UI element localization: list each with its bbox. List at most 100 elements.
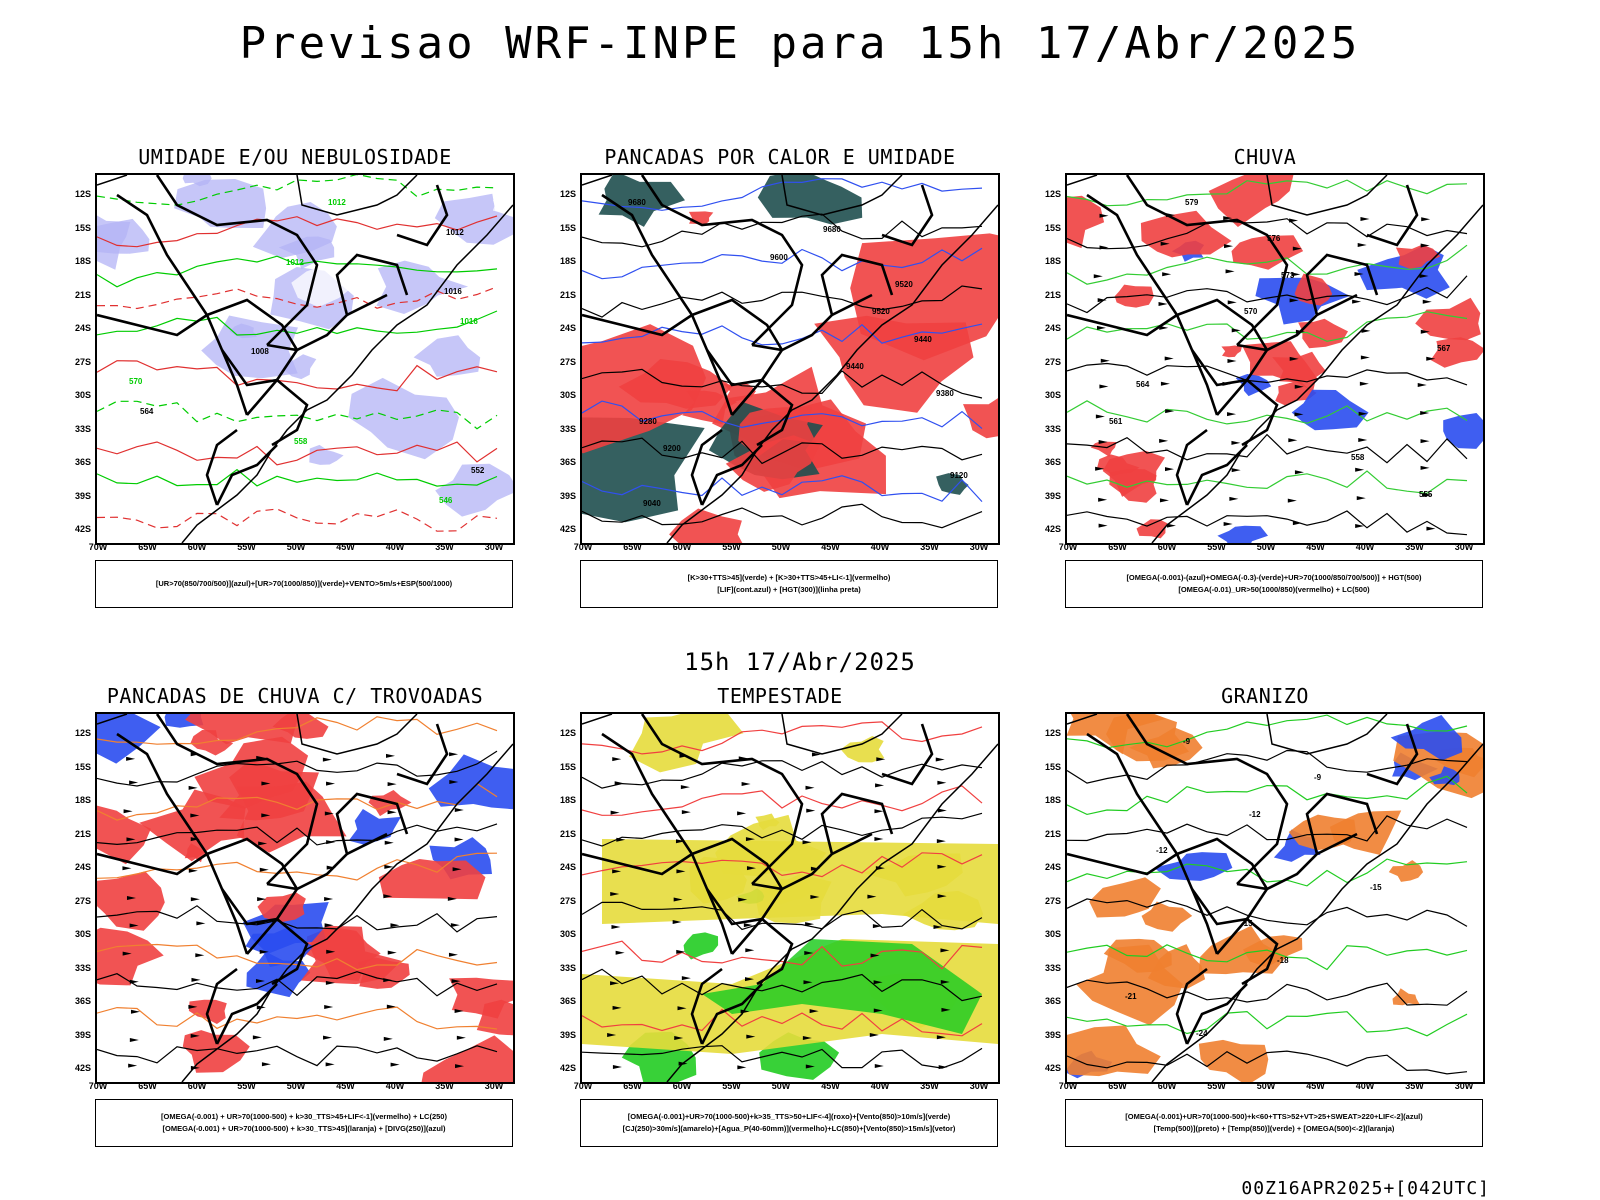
chuva-fill-patch [1067, 195, 1105, 249]
lat-tick-label: 42S [560, 1063, 577, 1073]
pancadas-calor-fill-patch [688, 211, 714, 225]
lat-tick-label: 27S [75, 895, 92, 906]
trovoadas-wind-arrow [383, 1036, 393, 1041]
lon-tick-label: 45W [336, 542, 355, 552]
trovoadas-wind-arrow [188, 1004, 198, 1009]
tempestade-wind-arrow [805, 922, 815, 927]
tempestade-wind-arrow [610, 810, 620, 815]
tempestade-wind-arrow [612, 869, 622, 874]
trovoadas-wind-arrow [259, 949, 269, 954]
trovoadas-legend-line: [OMEGA(-0.001) + UR>70(1000-500) + k>30_… [161, 1112, 447, 1121]
trovoadas-wind-arrow [326, 840, 336, 845]
tempestade-wind-arrow [810, 894, 820, 899]
trovoadas-fill-patch [97, 927, 164, 986]
lat-tick-label: 30S [1045, 929, 1062, 939]
granizo-map: -9 -9 -12 -12 -15 -15 -18 -21 -24 [1065, 712, 1485, 1084]
country-border [640, 714, 804, 885]
pancadas-calor-fill-patch [598, 175, 685, 227]
pancadas-calor-legend-line: [K>30+TTS>45](verde) + [K>30+TTS>45+LI<-… [687, 573, 891, 582]
chuva-wind-arrow [1093, 274, 1103, 279]
lat-tick-label: 18S [75, 795, 92, 805]
lat-tick-label: 18S [1045, 795, 1062, 805]
country-border [1067, 313, 1178, 337]
chuva-contour-label: 558 [1351, 453, 1365, 462]
trovoadas-fill-patch [139, 789, 246, 862]
lat-tick-label: 39S [1045, 490, 1062, 501]
tempestade-wind-arrow [607, 1032, 617, 1037]
lat-tick-label: 33S [560, 423, 577, 434]
country-border [266, 832, 388, 891]
trovoadas-wind-arrow [129, 780, 139, 785]
lat-tick-label: 36S [75, 457, 92, 467]
lon-tick-label: 40W [1355, 542, 1375, 552]
chuva-wind-arrow [1355, 467, 1365, 472]
pancadas-calor-fill-patch [963, 398, 998, 439]
country-border [1086, 193, 1219, 416]
trovoadas-wind-arrow [126, 896, 136, 901]
tempestade-wind-arrow [941, 1007, 951, 1012]
chuva-contour-label: 564 [1136, 380, 1150, 389]
main-title: Previsao WRF-INPE para 15h 17/Abr/2025 [239, 18, 1361, 69]
lon-tick-label: 65W [623, 1081, 642, 1091]
tempestade-wind-arrow [673, 897, 683, 902]
tempestade-wind-arrow [874, 836, 884, 841]
umidade-fill-patch [435, 463, 513, 517]
lat-tick-label: 36S [560, 457, 577, 467]
lon-tick-label: 45W [1306, 1081, 1325, 1091]
tempestade-wind-arrow [615, 950, 625, 955]
pancadas-calor-fill-patch [582, 324, 706, 454]
panel-pancadas-calor: PANCADAS POR CALOR E UMIDADE 9680 9680 9600… [560, 145, 1000, 625]
lat-tick-label: 15S [75, 761, 92, 772]
granizo-fill-patch [1390, 715, 1463, 761]
umidade-contour-line [97, 215, 498, 248]
chuva-wind-arrow [1159, 438, 1169, 443]
granizo-contour-label: -15 [1370, 883, 1382, 892]
panel-trovoadas: PANCADAS DE CHUVA C/ TROVOADAS 12S 15S 18S 2… [75, 684, 515, 1164]
country-border [215, 983, 278, 1045]
trovoadas-wind-arrow [325, 1062, 335, 1067]
lat-tick-label: 24S [560, 323, 577, 333]
trovoadas-wind-arrow [261, 813, 271, 818]
lon-tick-label: 55W [1207, 542, 1226, 552]
umidade-contour-label: 570 [129, 377, 143, 386]
country-border [246, 917, 309, 986]
trovoadas-contour-line [97, 852, 498, 881]
granizo-contour-line [1067, 749, 1468, 784]
chuva-wind-arrow [1162, 272, 1172, 277]
chuva-wind-arrow [1095, 466, 1105, 471]
umidade-contour-label: 1012 [446, 228, 464, 237]
lon-tick-label: 35W [435, 1081, 454, 1091]
lat-tick-label: 12S [560, 189, 577, 199]
lon-tick-label: 40W [385, 1081, 405, 1091]
panel-granizo: GRANIZO -9 -9 -12 -12 -15 -15 -18 -21 -24 12S 15S 18… [1045, 684, 1485, 1164]
pancadas-calor-fill-patch [936, 473, 969, 495]
lon-tick-label: 70W [573, 1081, 593, 1091]
pancadas-calor-legend-line: [LIF](cont.azul) + [HGT(300)](linha pret… [717, 585, 861, 594]
chuva-wind-arrow [1231, 468, 1241, 473]
lon-tick-label: 45W [821, 1081, 840, 1091]
umidade-contour-line [97, 400, 498, 430]
coastline [97, 714, 513, 1082]
umidade-contour-line [97, 441, 498, 466]
chuva-wind-arrow [1165, 467, 1175, 472]
chuva-fill-patch [1291, 389, 1369, 431]
lon-tick-label: 60W [187, 1081, 207, 1091]
chuva-wind-arrow [1420, 243, 1430, 248]
lat-tick-label: 12S [1045, 189, 1062, 199]
trovoadas-contour-line [97, 905, 498, 933]
trovoadas-wind-arrow [122, 866, 132, 871]
trovoadas-wind-arrow [130, 1009, 140, 1014]
chuva-wind-arrow [1227, 300, 1237, 305]
pancadas-calor-contour-line [582, 285, 983, 318]
chuva-wind-arrow [1291, 272, 1301, 277]
tempestade-wind-arrow [676, 949, 686, 954]
chuva-wind-arrow [1227, 412, 1237, 417]
chuva-wind-arrow [1352, 299, 1362, 304]
chuva-wind-arrow [1361, 328, 1371, 333]
country-border [751, 293, 873, 352]
panel-tempestade: TEMPESTADE 12S 15S 18S 21S 24S 27S 30S 33S 36S 39S… [560, 684, 1000, 1164]
granizo-fill-patch [1067, 1025, 1161, 1077]
panel-umidade: UMIDADE E/OU NEBULOSIDADE 1012 1012 1012 101… [75, 145, 515, 625]
umidade-map: 1012 1012 1012 1016 1016 1008 570 564 558 552 546 [95, 173, 515, 545]
tempestade-wind-arrow [869, 1032, 879, 1037]
